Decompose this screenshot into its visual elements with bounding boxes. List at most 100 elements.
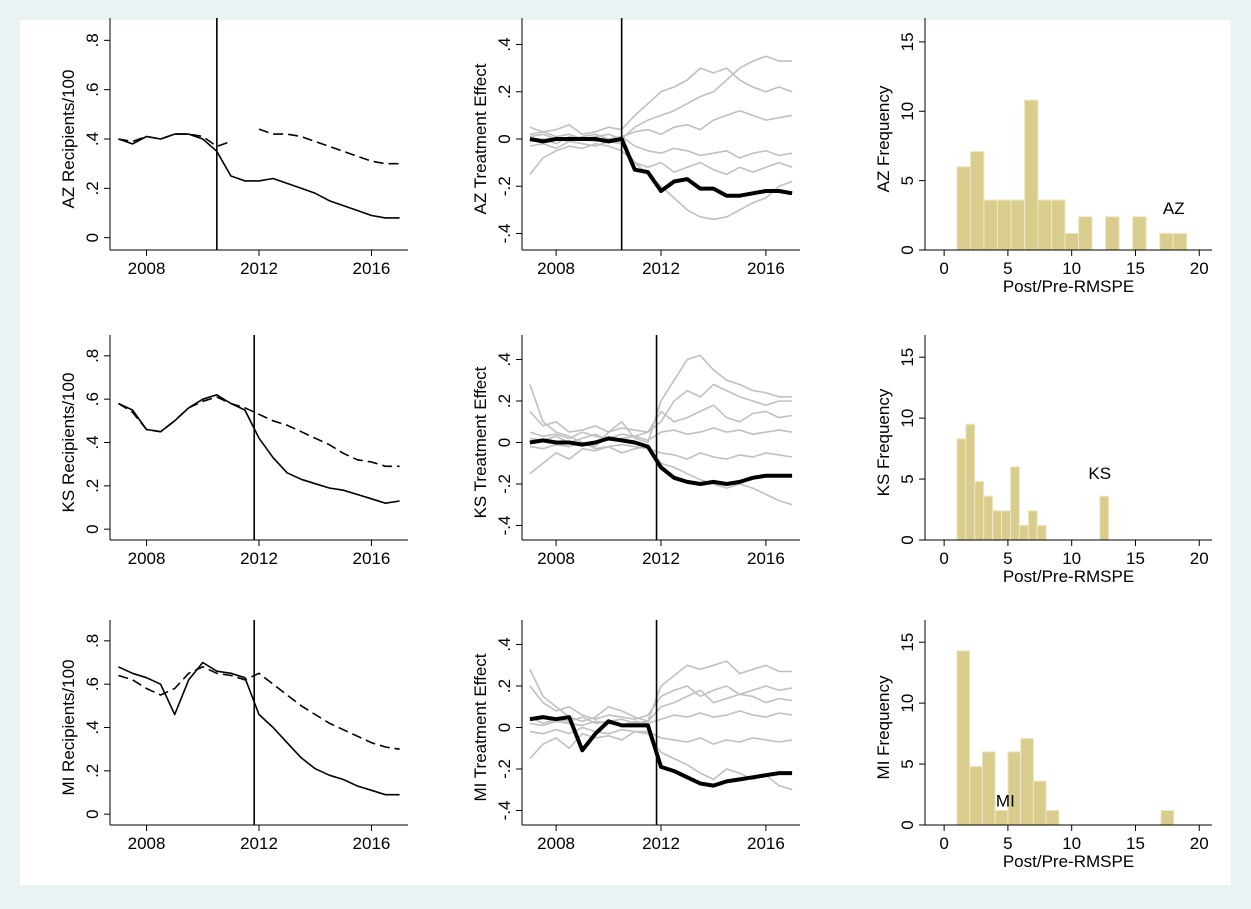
x-tick-label: 0	[939, 834, 948, 853]
y-tick-label: 5	[898, 176, 917, 185]
histogram-bar	[1160, 809, 1175, 826]
y-tick-label: -.4	[495, 224, 514, 244]
x-tick-label: 2016	[353, 259, 391, 278]
histogram-bar	[1023, 99, 1039, 251]
series-line	[529, 383, 793, 433]
series-line	[529, 67, 793, 136]
y-tick-label: -.2	[495, 474, 514, 494]
y-tick-label: .4	[495, 37, 514, 51]
y-tick-label: 0	[898, 535, 917, 544]
histogram-bar	[1010, 199, 1025, 251]
y-tick-label: 0	[495, 723, 514, 732]
x-axis-label: Post/Pre-RMSPE	[1003, 567, 1134, 586]
y-tick-label: .4	[495, 352, 514, 366]
histogram-bar	[983, 199, 998, 251]
y-tick-label: -.4	[495, 801, 514, 821]
y-axis-label: MI Treatment Effect	[471, 653, 490, 801]
y-tick-label: .2	[495, 679, 514, 693]
y-tick-label: 10	[898, 102, 917, 121]
x-tick-label: 2008	[128, 259, 166, 278]
x-tick-label: 2012	[240, 259, 278, 278]
y-tick-label: 0	[495, 134, 514, 143]
x-axis-label: Post/Pre-RMSPE	[1003, 277, 1134, 296]
x-tick-label: 20	[1190, 834, 1209, 853]
series-line	[117, 396, 400, 468]
y-axis-label: AZ Recipients/100	[59, 70, 78, 209]
y-tick-label: .4	[83, 720, 102, 734]
y-tick-label: -.2	[495, 176, 514, 196]
series-line	[529, 427, 793, 444]
y-tick-label: 15	[898, 348, 917, 367]
histogram-bar	[1064, 232, 1080, 251]
annotation: AZ	[1163, 199, 1185, 218]
histogram-bar	[1159, 232, 1174, 251]
y-tick-label: .8	[83, 634, 102, 648]
y-axis-label: MI Frequency	[874, 675, 893, 779]
x-tick-label: 15	[1126, 259, 1145, 278]
histogram-bar	[1007, 751, 1022, 826]
y-tick-label: .4	[83, 132, 102, 146]
x-tick-label: 2008	[537, 834, 575, 853]
series-line	[529, 685, 793, 720]
histogram-bar	[969, 150, 985, 251]
y-tick-label: 5	[898, 759, 917, 768]
y-tick-label: .4	[83, 435, 102, 449]
y-tick-label: 15	[898, 32, 917, 51]
x-tick-label: 2012	[642, 259, 680, 278]
y-tick-label: .6	[83, 392, 102, 406]
x-tick-label: 5	[1003, 834, 1012, 853]
histogram-bar	[974, 481, 985, 541]
annotation: MI	[996, 792, 1015, 811]
y-tick-label: .4	[495, 637, 514, 651]
histogram-bar	[981, 751, 996, 826]
y-tick-label: .2	[83, 764, 102, 778]
series-line	[529, 404, 793, 440]
x-tick-label: 2016	[747, 834, 785, 853]
x-tick-label: 2008	[537, 259, 575, 278]
histogram-bar	[1032, 780, 1047, 826]
histogram-bar	[1099, 495, 1110, 541]
x-tick-label: 15	[1126, 549, 1145, 568]
y-tick-label: .2	[83, 181, 102, 195]
y-tick-label: -.4	[495, 516, 514, 536]
x-tick-label: 10	[1062, 834, 1081, 853]
y-tick-label: .2	[83, 479, 102, 493]
x-tick-label: 2008	[128, 549, 166, 568]
y-tick-label: 0	[898, 245, 917, 254]
series-line	[529, 441, 793, 460]
y-tick-label: 0	[898, 820, 917, 829]
x-tick-label: 2008	[128, 834, 166, 853]
y-tick-label: .6	[83, 83, 102, 97]
series-line	[118, 666, 400, 750]
histogram-bar	[1001, 510, 1011, 541]
histogram-bar	[965, 423, 976, 541]
y-tick-label: 10	[898, 694, 917, 713]
histogram-bar	[1009, 466, 1020, 541]
y-axis-label: AZ Treatment Effect	[471, 63, 490, 214]
y-tick-label: -.2	[495, 759, 514, 779]
histogram-bar	[1045, 809, 1060, 826]
series-line	[529, 137, 793, 198]
histogram-bar	[1036, 524, 1047, 541]
series-line	[529, 140, 793, 221]
histogram-bar	[1105, 216, 1120, 251]
histogram-bar	[1051, 199, 1066, 251]
x-tick-label: 2016	[747, 259, 785, 278]
series-line	[529, 689, 793, 725]
series-line	[529, 354, 793, 448]
histogram-bar	[1037, 199, 1053, 251]
histogram-bar	[956, 438, 967, 541]
series-line	[529, 660, 793, 723]
y-axis-label: KS Recipients/100	[59, 373, 78, 513]
histogram-bar	[969, 766, 983, 826]
x-tick-label: 2012	[642, 834, 680, 853]
y-axis-label: AZ Frequency	[874, 85, 893, 192]
x-tick-label: 10	[1062, 549, 1081, 568]
x-tick-label: 2008	[537, 549, 575, 568]
histogram-bar	[1078, 216, 1093, 251]
histogram-bar	[1018, 524, 1029, 541]
x-axis-label: Post/Pre-RMSPE	[1003, 852, 1134, 871]
y-tick-label: 10	[898, 409, 917, 428]
x-tick-label: 2012	[642, 549, 680, 568]
